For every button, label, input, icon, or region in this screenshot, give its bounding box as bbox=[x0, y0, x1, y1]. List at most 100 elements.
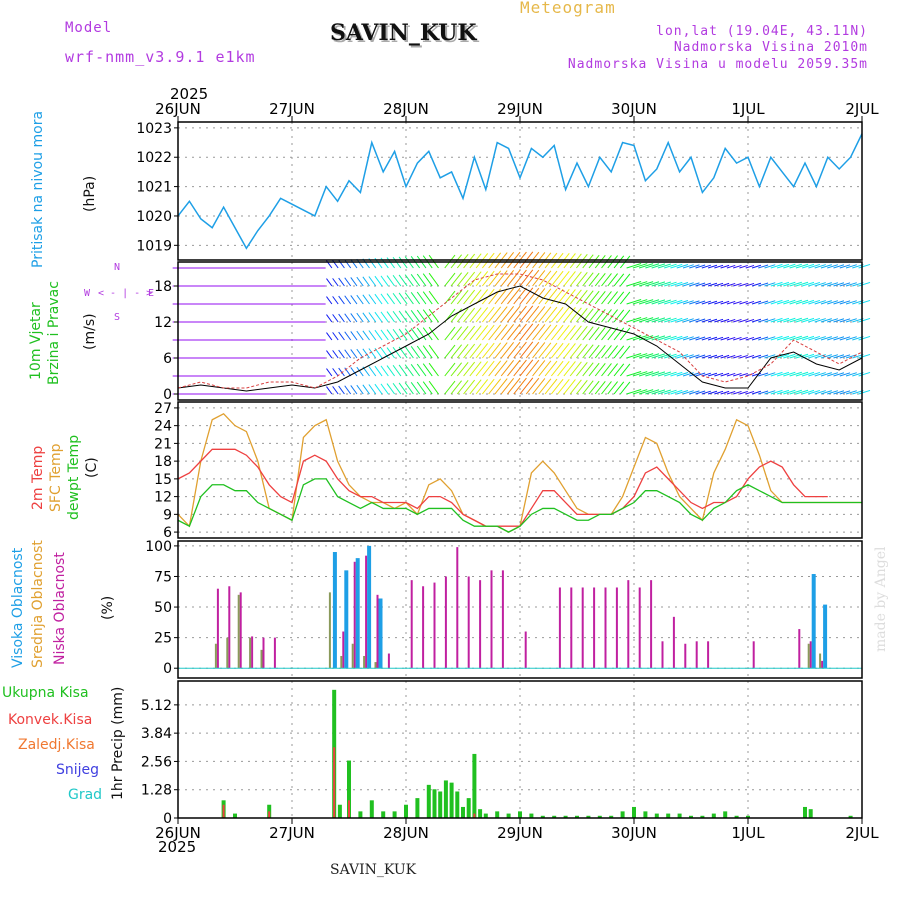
wind-barb bbox=[607, 291, 618, 305]
wind-barb bbox=[827, 390, 839, 395]
cloud-low-bar bbox=[262, 637, 265, 669]
wind-barb bbox=[326, 386, 333, 395]
wind-barb bbox=[368, 384, 377, 395]
wind-barb bbox=[519, 341, 534, 359]
wind-barb bbox=[380, 329, 389, 341]
wind-barb bbox=[764, 264, 776, 269]
wind-barb bbox=[532, 342, 546, 359]
precip-conv-bar bbox=[333, 747, 336, 818]
wind-barb bbox=[789, 389, 802, 395]
wind-barb bbox=[513, 323, 527, 341]
wind-barb bbox=[739, 372, 748, 377]
precip-total-bar bbox=[381, 811, 386, 818]
wind-barb bbox=[500, 270, 515, 287]
wind-barb bbox=[657, 317, 671, 323]
wind-barb bbox=[745, 336, 755, 341]
y-tick-label-pressure: 1023 bbox=[136, 121, 172, 137]
wind-barb bbox=[338, 385, 345, 395]
precip-total-bar bbox=[848, 815, 853, 818]
wind-barb bbox=[657, 353, 671, 359]
wind-barb bbox=[469, 343, 482, 359]
wind-barb bbox=[469, 379, 482, 395]
wind-barb bbox=[682, 318, 694, 323]
cloud-high-bar bbox=[811, 574, 816, 669]
wind-barb bbox=[398, 364, 408, 377]
wind-barb bbox=[428, 362, 439, 377]
wind-barb bbox=[670, 371, 683, 377]
wind-barb bbox=[689, 318, 700, 323]
wind-barb bbox=[569, 361, 582, 377]
wind-barb bbox=[613, 327, 625, 341]
wind-barb bbox=[776, 299, 790, 305]
wind-barb bbox=[770, 317, 783, 323]
wind-barb bbox=[601, 309, 612, 323]
y-tick-label-temp: 6 bbox=[163, 525, 172, 541]
wind-barb bbox=[845, 336, 857, 341]
wind-barb bbox=[695, 372, 706, 377]
wind-barb bbox=[488, 306, 502, 323]
precip-total-bar bbox=[506, 813, 511, 818]
cloud-low-bar bbox=[821, 660, 824, 669]
wind-barb bbox=[820, 264, 832, 269]
cloud-low-bar bbox=[490, 570, 493, 669]
wind-barb bbox=[758, 336, 769, 341]
wind-barb bbox=[410, 346, 421, 359]
precip-total-bar bbox=[392, 811, 397, 818]
wind-barb bbox=[638, 263, 654, 269]
wind-barb bbox=[839, 282, 851, 287]
wind-barb bbox=[626, 281, 642, 287]
wind-barb bbox=[362, 384, 370, 395]
wind-barb bbox=[588, 326, 600, 341]
wind-barb bbox=[858, 281, 871, 287]
wind-barb bbox=[626, 353, 642, 359]
wind-barb bbox=[664, 299, 677, 305]
wind-barb bbox=[720, 264, 730, 269]
wind-barb bbox=[500, 288, 515, 305]
wind-barb bbox=[550, 306, 564, 323]
wind-barb bbox=[469, 253, 482, 269]
cloud-mid-bar bbox=[249, 637, 252, 669]
wind-barb bbox=[657, 281, 671, 287]
wind-barb bbox=[733, 300, 742, 305]
wind-barb bbox=[613, 273, 625, 287]
wind-barb bbox=[481, 342, 495, 359]
wind-barb bbox=[582, 362, 594, 377]
wind-barb bbox=[845, 390, 857, 395]
wind-barb bbox=[392, 274, 402, 287]
cloud-low-bar bbox=[422, 586, 425, 669]
cloud-mid-bar bbox=[351, 643, 354, 669]
wind-barb bbox=[475, 379, 489, 395]
wind-barb bbox=[789, 353, 802, 359]
wind-barb bbox=[795, 281, 809, 287]
wind-barb bbox=[519, 269, 534, 287]
wind-barb bbox=[726, 372, 736, 377]
wind-barb bbox=[664, 371, 677, 377]
cloud-low-bar bbox=[479, 580, 482, 669]
wind-barb bbox=[814, 318, 826, 323]
cloud-high-bar bbox=[378, 598, 383, 669]
wind-barb bbox=[745, 318, 755, 323]
wind-barb bbox=[676, 336, 689, 341]
wind-barb bbox=[632, 263, 648, 269]
wind-barb bbox=[380, 275, 389, 287]
wind-barb bbox=[795, 389, 809, 395]
wind-barb bbox=[332, 350, 339, 359]
wind-barb bbox=[682, 390, 694, 395]
precip-total-bar bbox=[700, 815, 705, 818]
compass-n: N bbox=[114, 262, 121, 273]
wind-barb bbox=[645, 299, 660, 305]
wind-barb bbox=[588, 308, 600, 323]
cloud-low-bar bbox=[558, 587, 561, 669]
wind-barb bbox=[356, 312, 364, 323]
wind-barb bbox=[344, 277, 352, 287]
wind-barb bbox=[544, 378, 558, 395]
wind-barb bbox=[392, 346, 402, 359]
wind-barb bbox=[682, 264, 694, 269]
wind-barb bbox=[783, 263, 796, 269]
wind-barb bbox=[814, 390, 826, 395]
cloud-low-bar bbox=[365, 555, 368, 669]
wind-barb bbox=[657, 299, 671, 305]
cloud-low-bar bbox=[456, 547, 459, 669]
wind-barb bbox=[651, 335, 666, 341]
wind-barb bbox=[338, 331, 345, 341]
